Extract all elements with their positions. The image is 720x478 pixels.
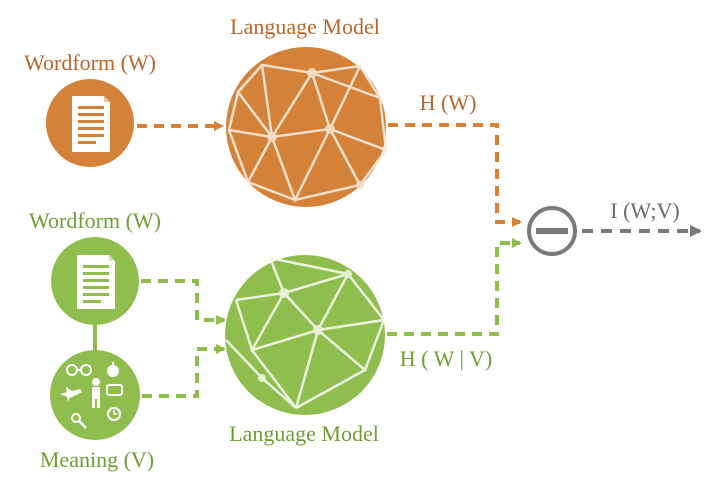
- bottom-wordform-label: Wordform (W): [29, 208, 161, 233]
- arrow-wordform-to-bottom-model: [141, 279, 226, 325]
- top-language-model-node: [226, 47, 388, 207]
- top-output-label: H (W): [420, 90, 477, 115]
- meaning-symbols-icon: [60, 362, 123, 429]
- top-model-label: Language Model: [230, 14, 380, 39]
- bottom-wordform-node: [51, 237, 139, 325]
- document-icon: [77, 255, 115, 309]
- top-wordform-label: Wordform (W): [24, 50, 156, 75]
- result-label: I (W;V): [610, 198, 679, 223]
- bottom-model-label: Language Model: [229, 421, 379, 446]
- document-icon: [72, 96, 110, 152]
- arrow-bottom-model-to-operator: [387, 238, 522, 336]
- bottom-meaning-label: Meaning (V): [40, 447, 154, 472]
- minus-icon: [536, 228, 568, 234]
- arrow-meaning-to-bottom-model: [142, 344, 226, 398]
- bottom-language-model-node: [225, 255, 386, 415]
- top-wordform-node: [46, 79, 134, 167]
- minus-operator: [527, 206, 577, 256]
- bottom-output-label: H ( W | V): [400, 346, 492, 371]
- meaning-node: [50, 350, 140, 440]
- arrow-top-model-to-operator: [388, 123, 522, 227]
